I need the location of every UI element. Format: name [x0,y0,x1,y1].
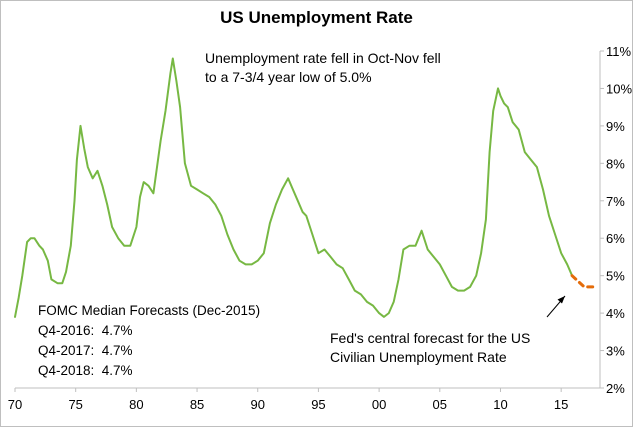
y-tick-label: 8% [606,156,625,171]
x-tick-label: 15 [554,397,568,412]
arrow-head [557,296,565,304]
fomc-row-2017: Q4-2017: 4.7% [38,343,133,358]
annotation-low-rate: Unemployment rate fell in Oct-Nov fell t… [205,50,441,85]
y-tick-label: 9% [606,119,625,134]
y-tick-label: 2% [606,381,625,396]
x-tick-label: 05 [433,397,447,412]
x-tick-label: 80 [129,397,143,412]
y-tick-label: 5% [606,269,625,284]
x-tick-label: 70 [8,397,22,412]
fomc-forecast-box: FOMC Median Forecasts (Dec-2015) Q4-2016… [38,301,260,381]
fomc-row-2016: Q4-2016: 4.7% [38,323,133,338]
y-tick-label: 4% [606,306,625,321]
y-tick-label: 7% [606,194,625,209]
y-tick-label: 3% [606,344,625,359]
annotation-fed-forecast: Fed's central forecast for the US Civili… [330,330,531,365]
y-tick-label: 6% [606,231,625,246]
x-tick-label: 90 [251,397,265,412]
fomc-title: FOMC Median Forecasts (Dec-2015) [38,303,261,318]
unemployment-series-line [14,57,574,318]
series-layer [14,57,598,318]
x-tick-label: 85 [190,397,204,412]
x-tick-label: 95 [311,397,325,412]
annotation-arrow [546,295,566,318]
forecast-series-line [570,274,598,289]
x-tick-label: 75 [68,397,82,412]
axes: 70 75 80 85 90 95 00 05 10 15 2% 3% 4% 5% 6% 7% 8% 9% 10% 1… [8,44,633,412]
x-tick-label: 00 [372,397,386,412]
chart-title: US Unemployment Rate [220,8,413,27]
y-tick-label: 11% [606,44,631,59]
fomc-row-2018: Q4-2018: 4.7% [38,363,133,378]
y-tick-label: 10% [606,81,632,96]
x-tick-label: 10 [493,397,507,412]
